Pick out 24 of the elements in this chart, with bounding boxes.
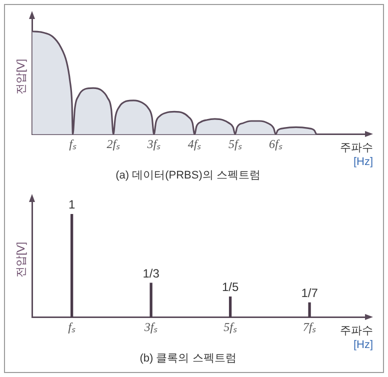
y-axis-title: 전압[V] — [16, 242, 28, 278]
x-tick-label: fₛ — [68, 320, 76, 334]
x-tick-label: fₛ — [69, 136, 76, 151]
bar — [150, 282, 152, 318]
data-label: 1/5 — [222, 280, 239, 294]
bar — [308, 302, 311, 318]
x-tick-label: 4fₛ — [188, 136, 202, 151]
x-tick-label: 7fₛ — [302, 320, 316, 334]
x-tick-label: 5fₛ — [224, 320, 237, 334]
bar — [228, 296, 232, 318]
x-tick-label: 5fₛ — [228, 136, 242, 151]
text: (a) 데이터(PRBS)의 스펙트럼 — [116, 169, 260, 182]
data-label: 1 — [68, 198, 76, 212]
text: (b) 클록의 스펙트럼 — [140, 352, 236, 364]
x-tick-label: 2fₛ — [106, 136, 120, 151]
x-tick-label: 3fₛ — [143, 320, 158, 334]
x-tick-label: 6fₛ — [269, 136, 282, 151]
data-label: 1/3 — [142, 266, 160, 280]
data-label: 1/7 — [301, 286, 318, 300]
x-tick-label: 3fₛ — [146, 136, 161, 151]
y-axis-title: 전압[V] — [16, 58, 28, 94]
bar — [70, 214, 74, 318]
x-axis-title: 주파수 [Hz] — [340, 142, 373, 168]
x-axis-title: 주파수 [Hz] — [340, 324, 373, 351]
